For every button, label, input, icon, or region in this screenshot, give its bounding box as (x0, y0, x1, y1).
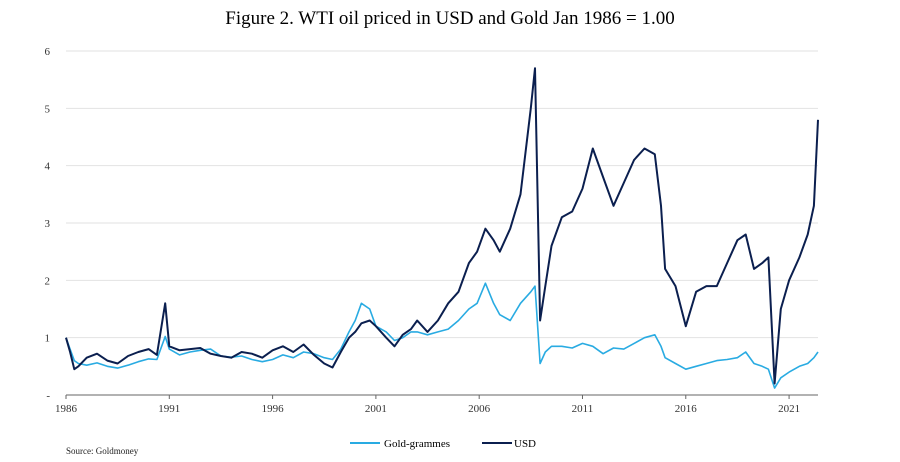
x-tick-label: 2016 (675, 403, 698, 415)
y-tick-label: 5 (45, 103, 51, 115)
x-tick-label: 1991 (158, 403, 180, 415)
x-tick-label: 2006 (468, 403, 491, 415)
x-tick-label: 2001 (365, 403, 387, 415)
x-tick-label: 2011 (572, 403, 594, 415)
series-line-usd (65, 67, 819, 385)
gridlines (66, 50, 818, 339)
x-axis-ticks: 1986 1991 1996 2001 2006 2011 2016 2021 (55, 395, 800, 415)
y-tick-label: 1 (45, 333, 51, 345)
source-note: Source: Goldmoney (66, 446, 139, 456)
y-tick-label: 3 (45, 218, 51, 230)
series-line-gold-grammes (65, 282, 819, 389)
x-tick-label: 1986 (55, 403, 78, 415)
y-tick-label: - (46, 390, 50, 402)
series-lines (65, 67, 819, 389)
y-tick-label: 6 (45, 46, 51, 58)
x-tick-label: 2021 (778, 403, 800, 415)
legend: Gold-grammes USD (350, 438, 536, 450)
y-axis-ticks: - 1 2 3 4 5 6 (45, 46, 51, 402)
y-tick-label: 2 (45, 275, 51, 287)
chart-title: Figure 2. WTI oil priced in USD and Gold… (225, 8, 675, 29)
y-tick-label: 4 (45, 161, 51, 173)
legend-label-gold: Gold-grammes (384, 438, 450, 450)
x-tick-label: 1996 (262, 403, 285, 415)
legend-label-usd: USD (514, 438, 536, 450)
